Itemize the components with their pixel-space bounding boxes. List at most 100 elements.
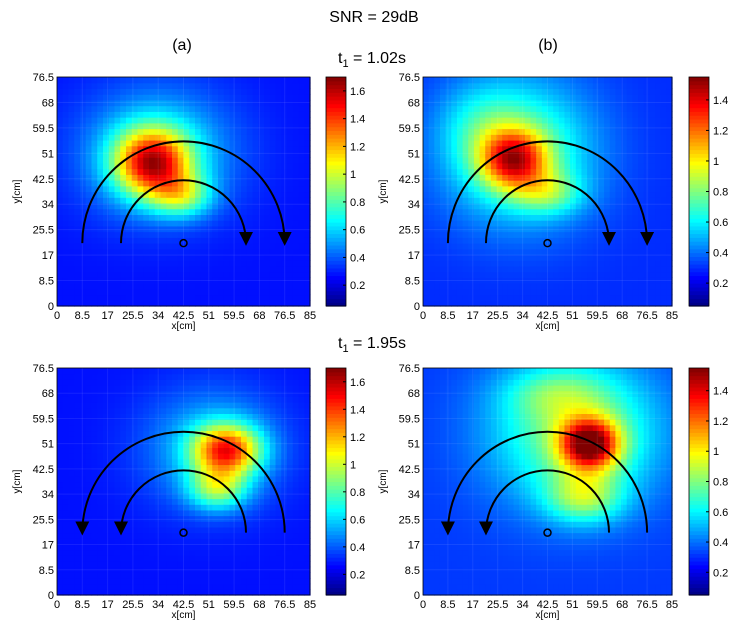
- heatmap-cell: [660, 117, 667, 124]
- heatmap-cell: [598, 197, 605, 204]
- heatmap-cell: [154, 481, 162, 488]
- heatmap-cell: [183, 464, 190, 471]
- heatmap-cell: [536, 174, 543, 181]
- heatmap-cell: [547, 294, 554, 301]
- heatmap-cell: [564, 157, 571, 164]
- heatmap-cell: [485, 180, 492, 187]
- heatmap-cell: [218, 430, 225, 437]
- heatmap-cell: [530, 105, 537, 112]
- heatmap-cell: [91, 197, 98, 204]
- heatmap-cell: [445, 134, 452, 141]
- heatmap-cell: [62, 288, 70, 296]
- heatmap-cell: [108, 128, 116, 135]
- heatmap-cell: [154, 243, 162, 250]
- heatmap-cell: [530, 88, 537, 95]
- heatmap-cell: [547, 231, 554, 238]
- colorbar-segment: [326, 160, 346, 166]
- heatmap-cell: [120, 277, 127, 284]
- heatmap-cell: [160, 94, 167, 101]
- heatmap-cell: [536, 260, 543, 267]
- heatmap-cell: [485, 185, 492, 193]
- heatmap-cell: [177, 157, 185, 164]
- x-tick-label: 85: [666, 310, 678, 322]
- heatmap-cell: [108, 555, 116, 562]
- heatmap-cell: [91, 441, 98, 449]
- heatmap-cell: [456, 134, 464, 141]
- heatmap-cell: [479, 225, 486, 233]
- heatmap-cell: [189, 162, 196, 170]
- heatmap-cell: [547, 168, 554, 175]
- heatmap-cell: [218, 458, 225, 466]
- heatmap-cell: [200, 237, 208, 244]
- x-tick-label: 42.5: [173, 310, 194, 322]
- heatmap-cell: [154, 197, 162, 204]
- heatmap-cell: [149, 436, 156, 443]
- heatmap-cell: [304, 202, 311, 210]
- heatmap-cell: [80, 265, 87, 273]
- heatmap-cell: [298, 162, 305, 170]
- heatmap-cell: [649, 271, 656, 278]
- colorbar-segment: [326, 149, 346, 154]
- heatmap-cell: [108, 94, 116, 101]
- heatmap-cell: [292, 208, 300, 215]
- heatmap-cell: [434, 111, 441, 118]
- heatmap-cell: [108, 151, 116, 158]
- heatmap-cell: [235, 157, 242, 164]
- heatmap-cell: [423, 180, 430, 187]
- heatmap-cell: [241, 134, 248, 141]
- heatmap-cell: [97, 538, 104, 545]
- heatmap-cell: [74, 390, 81, 397]
- heatmap-cell: [660, 225, 667, 233]
- heatmap-cell: [166, 214, 173, 221]
- heatmap-cell: [62, 202, 70, 210]
- heatmap-cell: [479, 237, 486, 244]
- heatmap-cell: [166, 441, 173, 449]
- heatmap-cell: [598, 117, 605, 124]
- heatmap-cell: [229, 77, 236, 84]
- heatmap-cell: [451, 94, 458, 101]
- heatmap-cell: [131, 231, 139, 238]
- heatmap-cell: [80, 385, 87, 392]
- heatmap-cell: [74, 521, 81, 528]
- heatmap-cell: [524, 265, 532, 273]
- heatmap-cell: [103, 197, 110, 204]
- heatmap-cell: [62, 88, 70, 95]
- heatmap-cell: [57, 498, 64, 505]
- heatmap-cell: [120, 407, 127, 414]
- heatmap-cell: [223, 436, 231, 443]
- heatmap-cell: [564, 77, 571, 84]
- heatmap-cell: [536, 231, 543, 238]
- heatmap-cell: [507, 82, 515, 90]
- heatmap-cell: [218, 180, 225, 187]
- heatmap-cell: [189, 294, 196, 301]
- heatmap-cell: [200, 447, 208, 454]
- heatmap-cell: [269, 105, 277, 112]
- heatmap-cell: [423, 220, 430, 227]
- heatmap-cell: [524, 300, 532, 307]
- heatmap-cell: [451, 151, 458, 158]
- heatmap-cell: [103, 458, 110, 466]
- heatmap-cell: [258, 117, 265, 124]
- heatmap-cell: [212, 208, 219, 215]
- heatmap-cell: [212, 458, 219, 466]
- heatmap-cell: [536, 134, 543, 141]
- heatmap-cell: [57, 436, 64, 443]
- heatmap-cell: [74, 99, 81, 107]
- heatmap-cell: [218, 277, 225, 284]
- heatmap-cell: [212, 202, 219, 210]
- heatmap-cell: [223, 589, 231, 596]
- heatmap-cell: [223, 208, 231, 215]
- heatmap-cell: [85, 117, 93, 124]
- heatmap-cell: [632, 288, 639, 296]
- heatmap-cell: [434, 185, 441, 193]
- heatmap-cell: [103, 157, 110, 164]
- colorbar-segment: [689, 214, 709, 219]
- heatmap-cell: [114, 225, 121, 233]
- heatmap-cell: [553, 243, 560, 250]
- heatmap-cell: [530, 231, 537, 238]
- heatmap-cell: [91, 498, 98, 505]
- heatmap-cell: [74, 265, 81, 273]
- heatmap-cell: [218, 441, 225, 449]
- heatmap-cell: [473, 88, 481, 95]
- heatmap-cell: [570, 157, 577, 164]
